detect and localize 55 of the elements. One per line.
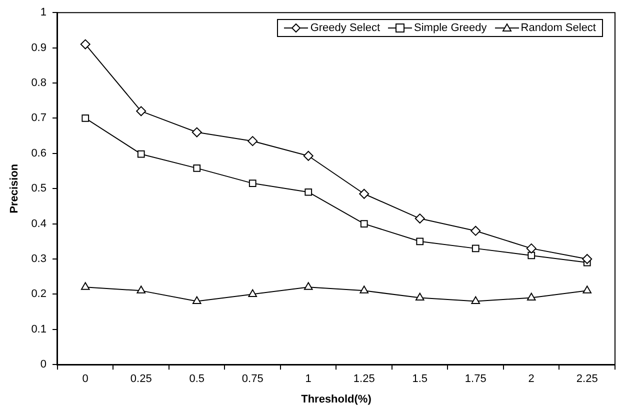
x-tick-label: 0.75 xyxy=(242,373,264,386)
point xyxy=(526,243,536,254)
y-tick-label: 0.7 xyxy=(31,112,46,124)
legend-label: Random Select xyxy=(520,22,596,34)
point xyxy=(248,180,256,187)
point xyxy=(248,136,258,146)
point xyxy=(192,296,202,304)
x-tick-label: 1.5 xyxy=(412,373,428,386)
legend-label: Greedy Select xyxy=(310,22,380,34)
x-tick-label: 0.5 xyxy=(189,373,205,386)
y-axis-title: Precision xyxy=(8,164,21,214)
point xyxy=(582,286,592,294)
x-tick-label: 0.25 xyxy=(130,373,152,386)
y-tick-label: 0.3 xyxy=(31,253,46,266)
point xyxy=(192,127,202,138)
point xyxy=(303,150,314,161)
point xyxy=(416,238,424,246)
point xyxy=(304,188,312,196)
point xyxy=(360,220,368,228)
point xyxy=(470,226,481,236)
y-tick-label: 0.4 xyxy=(31,218,46,230)
point xyxy=(415,292,424,300)
y-tick-label: 0 xyxy=(40,358,46,371)
point xyxy=(137,150,145,158)
y-tick-label: 0.1 xyxy=(31,323,46,336)
x-tick-label: 1 xyxy=(305,373,312,386)
x-tick-label: 1.75 xyxy=(464,373,486,386)
y-tick-label: 0.9 xyxy=(31,42,46,54)
legend-label: Simple Greedy xyxy=(414,22,487,34)
x-tick-label: 0 xyxy=(82,373,88,386)
point xyxy=(528,252,536,260)
y-tick-label: 0.8 xyxy=(31,77,46,90)
point xyxy=(582,254,592,264)
point xyxy=(360,286,369,294)
point xyxy=(136,106,146,116)
point xyxy=(472,244,480,252)
y-tick-label: 1 xyxy=(40,6,46,19)
point xyxy=(526,292,536,300)
point xyxy=(471,296,480,304)
x-tick-label: 2.25 xyxy=(576,373,598,386)
point xyxy=(82,114,90,122)
x-tick-label: 2 xyxy=(528,373,534,386)
point xyxy=(359,188,370,199)
y-tick-label: 0.6 xyxy=(31,147,46,160)
y-tick-label: 0.2 xyxy=(31,288,46,300)
point xyxy=(80,282,90,290)
point xyxy=(193,164,201,172)
point xyxy=(136,286,146,294)
point xyxy=(248,289,258,297)
point xyxy=(80,39,90,50)
y-tick-label: 0.5 xyxy=(31,182,46,195)
point xyxy=(414,214,425,224)
point xyxy=(304,282,313,290)
x-tick-label: 1.25 xyxy=(353,373,375,386)
x-axis-title: Threshold(%) xyxy=(301,393,372,406)
